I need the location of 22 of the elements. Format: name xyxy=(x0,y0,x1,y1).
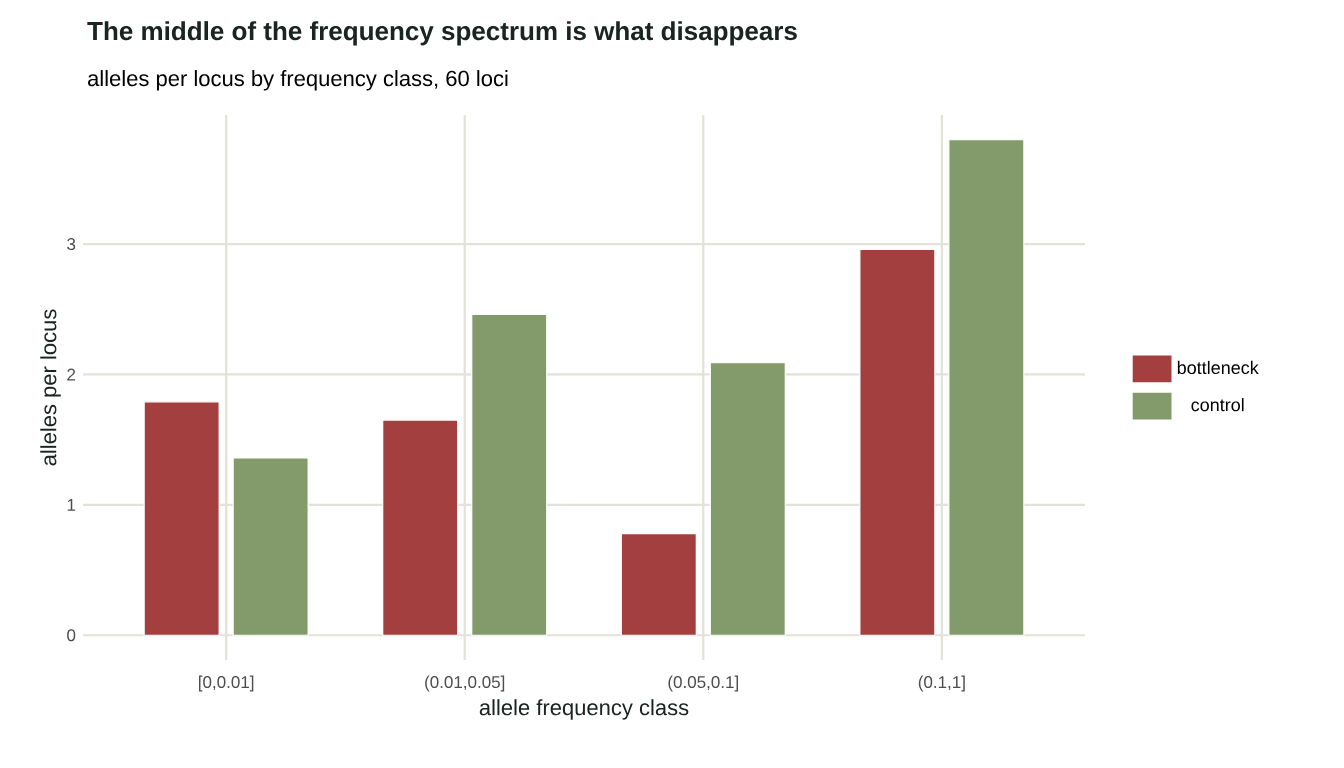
bar xyxy=(471,313,548,636)
y-tick-label: 0 xyxy=(67,629,76,642)
bar xyxy=(143,401,220,636)
y-tick-label: 3 xyxy=(67,238,76,251)
y-axis-title: alleles per locus xyxy=(40,309,61,466)
legend-label: bottleneck xyxy=(1177,360,1259,375)
legend-label: control xyxy=(1191,398,1244,412)
y-tick-label: 1 xyxy=(67,498,76,511)
bar xyxy=(382,419,459,636)
x-tick-label: (0.01,0.05] xyxy=(425,675,505,692)
y-tick-label: 2 xyxy=(67,368,76,381)
x-tick-label: (0.05,0.1] xyxy=(668,675,738,692)
bar xyxy=(859,248,936,636)
x-tick-label: [0,0.01] xyxy=(199,675,254,692)
chart-title: The middle of the frequency spectrum is what disappears xyxy=(87,21,797,46)
x-tick-label: (0.1,1] xyxy=(918,675,965,692)
bar xyxy=(709,362,786,636)
chart-subtitle: alleles per locus by frequency class, 60 loci xyxy=(88,70,508,91)
bar xyxy=(948,139,1025,636)
bar xyxy=(232,457,309,636)
x-axis-title: allele frequency class xyxy=(479,699,689,720)
bar xyxy=(620,532,697,636)
